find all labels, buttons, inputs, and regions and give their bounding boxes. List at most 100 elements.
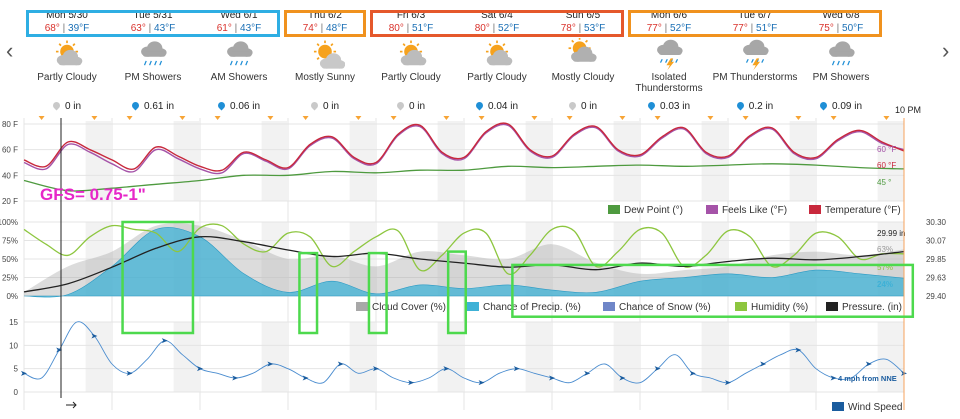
day-label: Wed 6/8 — [822, 10, 860, 21]
precip-value: 0 in — [64, 101, 82, 112]
high-temp: 78° — [560, 23, 576, 34]
end-value-label: 4 mph from NNE — [838, 374, 897, 383]
day-label: Thu 6/2 — [308, 10, 342, 21]
forecast-day[interactable]: Sat 6/4 80° | 52°F Partly Cloudy — [454, 10, 540, 94]
end-value-label: 60 °F — [877, 145, 896, 154]
forecast-day[interactable]: Mon 5/30 68° | 39°F Partly Cloudy — [24, 10, 110, 94]
series-line-dew_point — [23, 163, 905, 192]
sunrise-marker — [38, 116, 45, 120]
mostly-cloudy-icon — [568, 38, 597, 62]
wind-direction-arrow — [408, 380, 415, 386]
mostly-sunny-icon — [313, 40, 345, 69]
precip-amount: 0.09 in — [798, 100, 884, 112]
wind-direction-arrow — [161, 338, 168, 344]
night-shade — [613, 121, 640, 201]
wind-direction-arrow — [619, 375, 626, 381]
condition-text: AM Showers — [210, 72, 268, 83]
precip-amount: 0.2 in — [712, 100, 798, 112]
y-tick-label: 40 F — [2, 171, 18, 180]
wind-direction-arrow — [549, 375, 555, 381]
precip-amount: 0.03 in — [626, 100, 712, 112]
high-temp: 80° — [474, 23, 490, 34]
wind-direction-arrow — [373, 366, 379, 372]
thunderstorm-icon — [743, 39, 769, 71]
highlight-box — [446, 250, 468, 335]
y2-tick-label: 29.63 — [926, 274, 947, 283]
forecast-day[interactable]: Thu 6/2 74° | 48°F Mostly Sunny — [282, 10, 368, 94]
forecast-day[interactable]: Sun 6/5 78° | 53°F Mostly Cloudy — [540, 10, 626, 94]
precip-value: 0.2 in — [748, 101, 774, 112]
legend-swatch-snow_chance — [603, 302, 615, 311]
low-temp: 51°F — [756, 23, 778, 34]
temp-separator: | — [231, 23, 241, 34]
chevron-right-icon: › — [942, 38, 950, 63]
forecast-day[interactable]: Tue 6/7 77° | 51°F PM Thunderstorms — [712, 10, 798, 94]
precip-value: 0 in — [322, 101, 340, 112]
low-temp: 53°F — [584, 23, 606, 34]
forecast-day[interactable]: Wed 6/1 61° | 43°F AM Showers — [196, 10, 282, 94]
wind-direction-arrow — [267, 361, 274, 367]
day-temps: 75° | 50°F — [803, 23, 879, 35]
sunrise-marker — [478, 116, 485, 120]
day-temps: 77° | 52°F — [631, 23, 707, 35]
highlight-box — [367, 251, 388, 335]
prev-days-button[interactable]: ‹ — [6, 38, 13, 64]
legend-label: Wind Speed — [848, 402, 902, 413]
high-temp: 75° — [818, 23, 834, 34]
sunrise-marker — [390, 116, 397, 120]
forecast-day[interactable]: Mon 6/6 77° | 52°F Isolated Thunderstorms — [626, 10, 712, 94]
y-tick-label: 10 — [9, 341, 18, 350]
night-shade — [701, 121, 728, 201]
night-shade — [261, 322, 288, 392]
end-value-label: 57% — [877, 263, 893, 272]
series-line-humidity — [23, 223, 905, 276]
low-temp: 39°F — [68, 23, 90, 34]
temp-separator: | — [833, 23, 843, 34]
day-temps: 63° | 43°F — [115, 23, 191, 35]
precip-value: 0.61 in — [143, 101, 175, 112]
forecast-day[interactable]: Wed 6/8 75° | 50°F PM Showers — [798, 10, 884, 94]
y-tick-label: 0 — [14, 388, 19, 397]
forecast-day[interactable]: Fri 6/3 80° | 51°F Partly Cloudy — [368, 10, 454, 94]
day-label: Sat 6/4 — [481, 10, 513, 21]
partly-cloudy-icon — [485, 40, 513, 66]
night-shade — [437, 121, 464, 201]
day-label: Wed 6/1 — [220, 10, 258, 21]
end-value-label: 60 °F — [877, 161, 896, 170]
condition-text: Partly Cloudy — [467, 72, 527, 83]
night-shade — [85, 322, 112, 392]
wind-direction-arrow — [197, 366, 203, 372]
legend-swatch-humidity — [735, 302, 747, 311]
precip-amount: 0.06 in — [196, 100, 282, 112]
condition-text: Partly Cloudy — [381, 72, 441, 83]
sunrise-marker — [566, 116, 573, 120]
wind-direction-arrow — [654, 366, 661, 372]
next-days-button[interactable]: › — [942, 38, 949, 64]
wind-direction-arrow — [478, 380, 485, 386]
temp-separator: | — [403, 23, 413, 34]
precip-value: 0.04 in — [487, 101, 519, 112]
y2-tick-label: 29.85 — [926, 255, 947, 264]
day-temps: 77° | 51°F — [717, 23, 793, 35]
highlight-box — [121, 220, 195, 335]
sunset-marker — [531, 116, 538, 120]
end-value-label: 24% — [877, 280, 893, 289]
day-temps: 68° | 39°F — [29, 23, 105, 35]
night-shade — [349, 121, 376, 201]
sunrise-marker — [830, 116, 837, 120]
low-temp: 43°F — [154, 23, 176, 34]
forecast-day[interactable]: Tue 5/31 63° | 43°F PM Showers — [110, 10, 196, 94]
wind-direction-arrow — [91, 333, 98, 339]
condition-text: PM Showers — [812, 72, 870, 83]
legend-label: Chance of Snow (%) — [619, 302, 711, 313]
precip-amount: 0 in — [24, 100, 110, 112]
series-line-wind — [23, 321, 905, 384]
y-tick-label: 20 F — [2, 197, 18, 206]
wind-direction-arrow — [584, 370, 591, 376]
day-label: Tue 6/7 — [738, 10, 772, 21]
daily-forecast-strip: Mon 5/30 68° | 39°F Partly Cloudy 0 in Tue 5… — [0, 0, 960, 118]
sunset-marker — [91, 116, 98, 120]
legend-label: Pressure. (in) — [842, 302, 902, 313]
night-shade — [789, 322, 816, 392]
